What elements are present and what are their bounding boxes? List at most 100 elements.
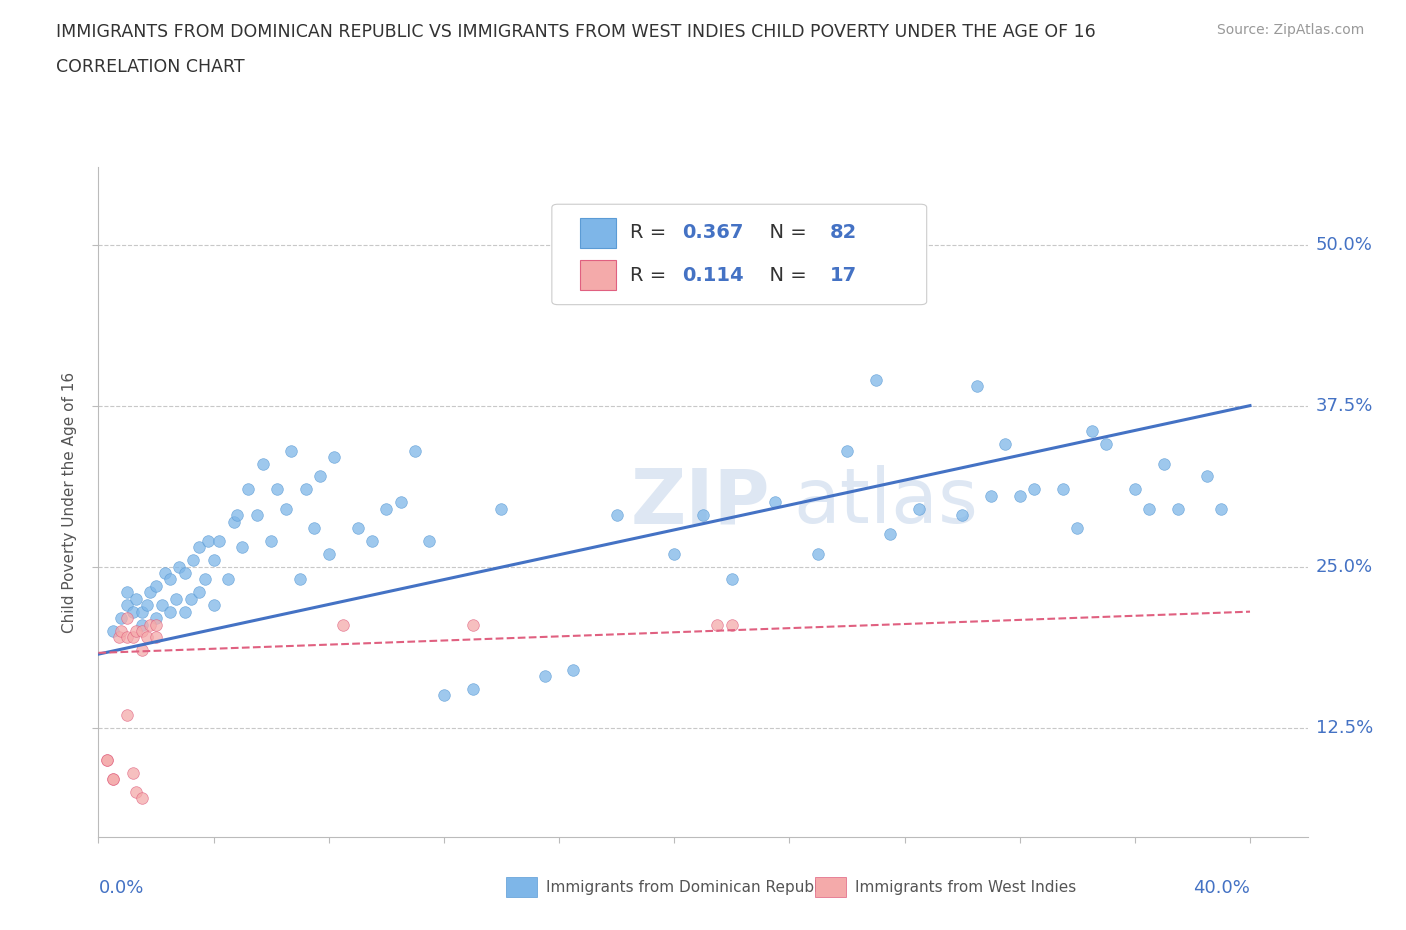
Point	[159, 604, 181, 619]
Text: N =: N =	[758, 265, 814, 285]
Point	[966, 379, 988, 393]
Point	[260, 534, 283, 549]
Point	[246, 508, 269, 523]
Text: CORRELATION CHART: CORRELATION CHART	[56, 58, 245, 75]
Point	[183, 552, 205, 567]
Text: 0.114: 0.114	[682, 265, 744, 285]
Text: 37.5%: 37.5%	[1316, 396, 1374, 415]
Text: 0.367: 0.367	[682, 223, 744, 243]
Point	[1066, 521, 1088, 536]
Point	[188, 539, 211, 554]
Point	[122, 604, 145, 619]
Point	[115, 598, 138, 613]
Point	[606, 508, 628, 523]
Point	[122, 765, 145, 780]
Point	[418, 534, 440, 549]
Point	[1095, 437, 1118, 452]
Point	[274, 501, 297, 516]
Point	[1022, 482, 1045, 497]
Point	[122, 630, 145, 644]
Text: R =: R =	[630, 223, 673, 243]
Text: Immigrants from Dominican Republic: Immigrants from Dominican Republic	[546, 880, 831, 895]
Point	[222, 514, 245, 529]
Point	[252, 456, 274, 471]
Point	[202, 552, 225, 567]
Point	[491, 501, 513, 516]
Text: R =: R =	[630, 265, 673, 285]
Point	[145, 578, 167, 593]
Text: 50.0%: 50.0%	[1316, 235, 1372, 254]
Point	[1052, 482, 1074, 497]
Point	[879, 527, 901, 542]
Point	[720, 618, 742, 632]
Text: 12.5%: 12.5%	[1316, 719, 1374, 737]
Point	[101, 772, 124, 787]
Point	[950, 508, 973, 523]
Point	[318, 546, 340, 561]
Text: ZIP: ZIP	[630, 465, 770, 539]
Point	[136, 598, 159, 613]
Point	[1137, 501, 1160, 516]
Point	[115, 585, 138, 600]
Point	[110, 611, 132, 626]
FancyBboxPatch shape	[551, 205, 927, 305]
Point	[167, 559, 190, 574]
Text: 25.0%: 25.0%	[1316, 558, 1374, 576]
Point	[115, 707, 138, 722]
Text: atlas: atlas	[793, 465, 979, 539]
Point	[908, 501, 931, 516]
Point	[115, 630, 138, 644]
Text: Immigrants from West Indies: Immigrants from West Indies	[855, 880, 1076, 895]
Point	[101, 623, 124, 638]
Point	[533, 669, 555, 684]
Point	[115, 611, 138, 626]
Point	[865, 372, 887, 387]
Point	[1123, 482, 1146, 497]
Point	[165, 591, 187, 606]
Point	[461, 618, 484, 632]
Point	[208, 534, 231, 549]
Point	[461, 682, 484, 697]
Point	[194, 572, 217, 587]
Point	[361, 534, 384, 549]
Text: 0.0%: 0.0%	[98, 879, 143, 897]
Point	[1211, 501, 1233, 516]
Point	[236, 482, 259, 497]
Point	[131, 643, 153, 658]
Text: IMMIGRANTS FROM DOMINICAN REPUBLIC VS IMMIGRANTS FROM WEST INDIES CHILD POVERTY : IMMIGRANTS FROM DOMINICAN REPUBLIC VS IM…	[56, 23, 1097, 41]
Point	[125, 785, 148, 800]
Point	[309, 469, 332, 484]
Point	[139, 585, 162, 600]
Point	[96, 752, 118, 767]
Point	[389, 495, 412, 510]
Point	[153, 565, 176, 580]
Point	[188, 585, 211, 600]
Text: 40.0%: 40.0%	[1194, 879, 1250, 897]
Point	[1167, 501, 1189, 516]
Point	[180, 591, 202, 606]
Point	[1008, 488, 1031, 503]
Point	[433, 688, 456, 703]
Point	[145, 618, 167, 632]
Point	[763, 495, 786, 510]
FancyBboxPatch shape	[579, 260, 616, 290]
Point	[197, 534, 219, 549]
Point	[173, 565, 195, 580]
Point	[304, 521, 326, 536]
Point	[225, 508, 247, 523]
Point	[720, 572, 742, 587]
Point	[131, 790, 153, 805]
Point	[266, 482, 288, 497]
Text: 82: 82	[830, 223, 858, 243]
Point	[1153, 456, 1175, 471]
Point	[107, 630, 129, 644]
Point	[125, 591, 148, 606]
Point	[562, 662, 585, 677]
Point	[136, 630, 159, 644]
Point	[150, 598, 173, 613]
Point	[1195, 469, 1218, 484]
Point	[807, 546, 830, 561]
Point	[125, 623, 148, 638]
Point	[375, 501, 398, 516]
Point	[280, 444, 302, 458]
